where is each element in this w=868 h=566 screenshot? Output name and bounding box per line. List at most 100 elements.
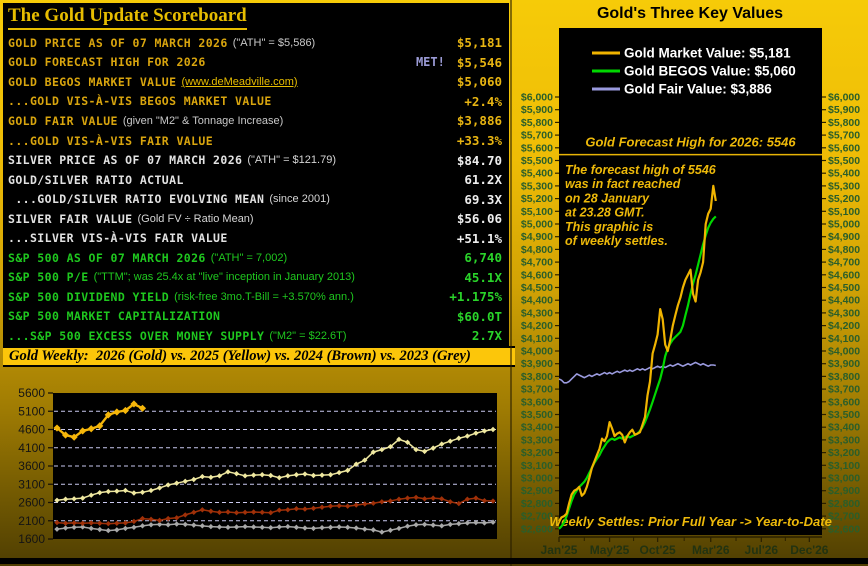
x-tick-label: Jan'25: [541, 543, 578, 557]
y-tick-label: $4,300: [521, 307, 553, 319]
annotation-line: was in fact reached: [565, 177, 681, 191]
scoreboard-row: S&P 500 DIVIDEND YIELD (risk-free 3mo.T-B…: [8, 287, 502, 307]
scoreboard-row: GOLD BEGOS MARKET VALUE (www.deMeadville.…: [8, 72, 502, 92]
row-note: ("TTM"; was 25.4x at "live" inception in…: [93, 271, 355, 284]
scoreboard-row: ...GOLD VIS-À-VIS BEGOS MARKET VALUE +2.4…: [8, 92, 502, 112]
y-tick-label: $4,800: [521, 244, 553, 256]
series-line-markers: [54, 494, 496, 527]
y-tick-label: 3600: [18, 459, 45, 473]
page-title: The Gold Update Scoreboard: [8, 5, 247, 30]
row-label: GOLD/SILVER RATIO ACTUAL: [8, 172, 184, 187]
right-chart-title: Gold's Three Key Values: [596, 5, 784, 22]
y-tick-label: $2,700: [521, 511, 553, 523]
y-tick-label: $5,500: [521, 155, 553, 167]
y-tick-label: $5,800: [828, 117, 860, 129]
series-2023-grey-: [56, 521, 494, 533]
y-tick-label: $3,400: [828, 422, 860, 434]
y-tick-label: $5,800: [521, 117, 553, 129]
y-tick-label: $2,900: [828, 485, 860, 497]
y-tick-label: $6,000: [521, 92, 553, 104]
x-tick-label: Mar'26: [692, 543, 730, 557]
y-tick-label: 4100: [18, 441, 45, 455]
row-value: $3,886: [456, 113, 502, 129]
y-tick-label: $5,000: [828, 219, 860, 231]
y-tick-label: $5,000: [521, 219, 553, 231]
y-tick-label: $5,200: [521, 193, 553, 205]
annotation-line: This graphic is: [565, 220, 653, 234]
y-tick-label: $4,000: [521, 346, 553, 358]
y-tick-label: $5,500: [828, 155, 860, 167]
legend-label: Gold Fair Value: $3,886: [624, 82, 772, 97]
plot-area: [559, 28, 822, 535]
y-tick-label: $5,600: [828, 142, 860, 154]
scoreboard-row: ...S&P 500 EXCESS OVER MONEY SUPPLY ("M2"…: [8, 326, 502, 346]
row-label: SILVER FAIR VALUE: [8, 211, 133, 226]
y-tick-label: $2,800: [828, 498, 860, 510]
y-tick-label: $5,200: [828, 193, 860, 205]
y-tick-label: $4,200: [828, 320, 860, 332]
scoreboard-row: GOLD FAIR VALUE (given "M2" & Tonnage Inc…: [8, 111, 502, 131]
y-tick-label: $5,700: [828, 130, 860, 142]
row-value: $5,060: [456, 74, 502, 90]
scoreboard-row: GOLD PRICE AS OF 07 MARCH 2026 ("ATH" = $…: [8, 33, 502, 53]
scoreboard-row: ...GOLD VIS-À-VIS FAIR VALUE +33.3%: [8, 131, 502, 151]
y-tick-label: $4,400: [828, 295, 860, 307]
row-label: S&P 500 DIVIDEND YIELD: [8, 289, 170, 304]
gold-weekly-chart: 1600 2100 2600 3100 3600 4100 4600 5100 5600: [18, 386, 497, 546]
y-tick-label: $3,000: [828, 473, 860, 485]
scoreboard-row: S&P 500 P/E ("TTM"; was 25.4x at "live" i…: [8, 268, 502, 288]
met-badge: MET!: [415, 55, 445, 70]
scoreboard-row: ...SILVER VIS-À-VIS FAIR VALUE +51.1%: [8, 228, 502, 248]
row-value: +1.175%: [449, 289, 502, 305]
y-tick-label: $5,300: [828, 180, 860, 192]
scoreboard-row: GOLD/SILVER RATIO ACTUAL 61.2X: [8, 170, 502, 190]
y-tick-label: $3,500: [828, 409, 860, 421]
series-gold-fair-value: [558, 361, 716, 384]
y-tick-label: $4,600: [521, 269, 553, 281]
y-tick-label: $3,600: [828, 396, 860, 408]
y-tick-label: $4,700: [521, 257, 553, 269]
y-tick-label: $3,800: [828, 371, 860, 383]
y-tick-label: $6,000: [828, 92, 860, 104]
y-tick-label: $5,700: [521, 130, 553, 142]
y-tick-label: $3,700: [828, 384, 860, 396]
y-tick-label: $3,900: [828, 358, 860, 370]
row-value: $60.0T: [456, 308, 502, 324]
y-tick-label: $4,000: [828, 346, 860, 358]
annotation-line: of weekly settles.: [565, 234, 668, 248]
x-tick-label: May'25: [590, 543, 630, 557]
row-label: GOLD PRICE AS OF 07 MARCH 2026: [8, 35, 228, 50]
demeadville-link[interactable]: (www.deMeadville.com): [181, 75, 298, 88]
scoreboard-row: ...GOLD/SILVER RATIO EVOLVING MEAN (since…: [8, 189, 502, 209]
x-tick-label: Jul'26: [745, 543, 779, 557]
y-tick-label: 1600: [18, 532, 45, 546]
row-label: S&P 500 AS OF 07 MARCH 2026: [8, 250, 206, 265]
y-tick-label: 3100: [18, 477, 45, 491]
scoreboard-row: SILVER PRICE AS OF 07 MARCH 2026 ("ATH" =…: [8, 150, 502, 170]
y-tick-label: $4,900: [828, 231, 860, 243]
y-tick-label: $3,900: [521, 358, 553, 370]
row-value: 45.1X: [464, 269, 502, 285]
y-tick-label: 5600: [18, 386, 45, 400]
y-tick-label: 2600: [18, 496, 45, 510]
panel-divider: [510, 0, 512, 566]
y-tick-label: $3,300: [521, 434, 553, 446]
y-tick-label: $4,500: [521, 282, 553, 294]
row-value: $56.06: [456, 211, 502, 227]
row-label: SILVER PRICE AS OF 07 MARCH 2026: [8, 153, 243, 168]
row-note: (given "M2" & Tonnage Increase): [122, 114, 284, 127]
row-note: ("ATH" = 7,002): [210, 251, 288, 264]
row-note: ("ATH" = $5,586): [232, 36, 316, 49]
y-tick-label: $5,400: [521, 168, 553, 180]
annotation-line: at 23.28 GMT.: [565, 206, 645, 220]
annotation-line: The forecast high of 5546: [565, 163, 717, 177]
row-label: GOLD FAIR VALUE: [8, 113, 118, 128]
row-value: $5,181: [456, 35, 502, 51]
row-value: +51.1%: [456, 230, 502, 246]
y-tick-label: $3,000: [521, 473, 553, 485]
weekly-chart-header: Gold Weekly: 2026 (Gold) vs. 2025 (Yello…: [3, 346, 515, 367]
y-tick-label: $4,800: [828, 244, 860, 256]
row-value: 2.7X: [471, 328, 502, 344]
y-tick-label: $5,900: [828, 104, 860, 116]
legend-label: Gold Market Value: $5,181: [624, 46, 791, 61]
